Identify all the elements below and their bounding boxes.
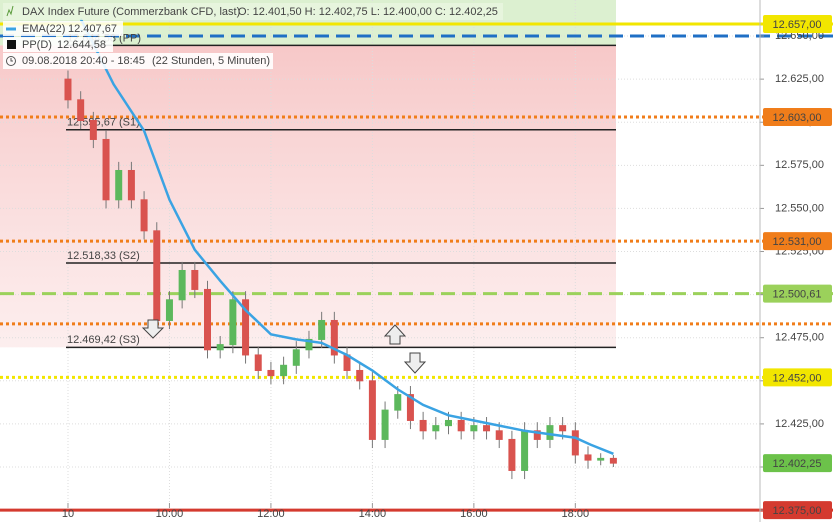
quote: O: 12.401,50 H: 12.402,75 L: 12.400,00 C… [238,6,498,18]
candle-body [254,354,262,371]
candle-body [559,425,567,432]
candle-body [191,269,199,290]
candle-body [115,169,123,201]
level-label-bg [763,232,832,251]
x-tick-label: 10 [62,508,74,520]
candle-body [280,364,288,377]
clock-icon [6,56,16,66]
x-tick-label: 14:00 [359,508,387,520]
clock-hand [10,58,13,62]
x-tick-label: 16:00 [460,508,488,520]
pivot-label: 12.469,42 (S3) [67,334,140,346]
period: 09.08.2018 20:40 - 18:45 [22,55,145,67]
candle-body [609,457,617,464]
level-label: 12.375,00 [773,505,822,517]
candle-body [318,319,326,340]
level-label-bg [763,284,832,303]
level-label: 12.657,00 [773,19,822,31]
pivot-label: 12.595,67 (S1) [67,117,140,129]
x-tick-label: 12:00 [257,508,285,520]
y-tick-label: 12.425,00 [775,418,824,430]
candle-body [546,425,554,440]
y-tick-label: 12.550,00 [775,202,824,214]
candle-body [457,419,465,432]
period-note: (22 Stunden, 5 Minuten) [152,55,270,67]
candle-body [153,230,161,321]
level-label-bg [763,14,832,33]
instrument: DAX Index Future (Commerzbank CFD, last) [22,6,240,18]
candle-body [533,430,541,440]
candle-body [571,430,579,456]
candle-body [216,344,224,351]
level-label: 12.402,25 [773,458,822,470]
candle-body [242,299,250,356]
level-label-bg [763,108,832,127]
candle-body [368,380,376,440]
level-label: 12.603,00 [773,112,822,124]
candle-body [483,425,491,432]
pivot-zone-support [0,45,616,348]
candle-body [406,394,414,421]
candle-body [470,425,478,432]
candle-body [381,409,389,440]
level-label-bg [763,368,832,387]
level-label: 12.452,00 [773,372,822,384]
candle-body [140,199,148,232]
candle-body [77,99,85,122]
down-arrow [403,352,427,374]
x-tick-label: 18:00 [562,508,590,520]
pp-name: PP(D) [22,39,52,51]
ema-name: EMA(22) [22,23,65,35]
legend-row-bg [3,3,503,20]
legend-row-bg [3,53,273,69]
instrument-icon [6,5,14,17]
candle-body [597,457,605,461]
candle-body [432,425,440,432]
candle-body [127,169,135,201]
pivot-label: 12.518,33 (S2) [67,250,140,262]
ema-line [79,18,614,455]
candle-body [165,299,173,321]
x-tick-label: 10:00 [156,508,184,520]
candle-body [330,319,338,356]
down-arrow [141,319,165,339]
ema-value: 12.407,67 [68,23,117,35]
y-tick-label: 12.575,00 [775,159,824,171]
pp-icon [7,40,16,49]
candle-body [305,338,313,351]
candle-body [64,78,72,101]
candle-body [419,419,427,432]
candle-body [356,369,364,382]
level-label-bg [763,454,832,473]
candle-body [89,120,97,140]
candle-body [292,349,300,366]
candle-body [521,430,529,471]
candle-body [102,138,110,201]
legend-row-bg [3,21,123,36]
legend-row-bg [3,37,113,52]
candle-body [229,299,237,346]
y-tick-label: 12.625,00 [775,73,824,85]
y-tick-label: 12.475,00 [775,332,824,344]
pp-value: 12.644,58 [57,39,106,51]
level-label-bg [763,501,832,520]
legend: DAX Index Future (Commerzbank CFD, last)… [3,3,503,69]
level-label: 12.500,61 [773,288,822,300]
candle-body [178,269,186,301]
candle-body [508,438,516,471]
candle-body [584,454,592,461]
level-label: 12.531,00 [773,236,822,248]
candle-body [444,419,452,427]
up-arrow [383,324,407,345]
candle-body [267,369,275,377]
candle-body [495,430,503,440]
candle-body [204,288,212,351]
candle-body [394,394,402,411]
signal-arrows [141,319,427,374]
